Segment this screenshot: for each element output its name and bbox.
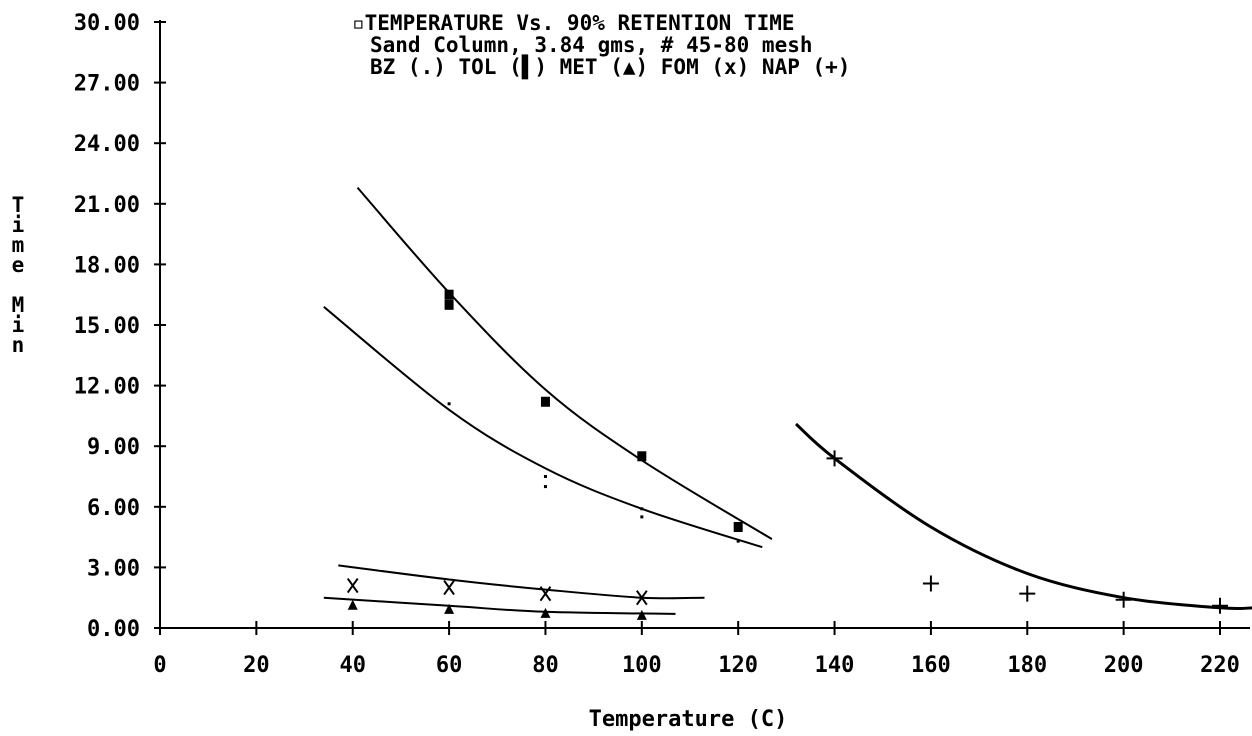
chart-title-line-2: Sand Column, 3.84 gms, # 45-80 mesh <box>370 33 813 57</box>
point-bz <box>544 475 547 478</box>
x-tick-label: 60 <box>436 653 463 678</box>
y-axis-label-char: e <box>12 253 25 277</box>
y-tick-label: 21.00 <box>74 193 140 218</box>
x-tick-label: 20 <box>243 653 270 678</box>
x-axis-label: Temperature (C) <box>589 707 788 732</box>
x-tick-label: 220 <box>1200 653 1240 678</box>
point-tol <box>734 522 743 532</box>
point-nap <box>1116 592 1132 608</box>
axes: 0 20 40 60 80 100 120 140 160 180 200 220 0.00 3.00 6.… <box>74 11 1250 678</box>
fit-curve-fom <box>338 565 704 598</box>
x-tick-label: 0 <box>153 653 166 678</box>
y-tick-label: 0.00 <box>87 617 140 642</box>
x-tick-label: 180 <box>1007 653 1047 678</box>
x-tick-label: 120 <box>718 653 758 678</box>
point-tol <box>445 300 454 310</box>
point-tol <box>637 451 646 461</box>
x-tick-label: 80 <box>532 653 559 678</box>
point-nap <box>1019 586 1035 602</box>
y-tick-label: 18.00 <box>74 253 140 278</box>
y-tick-label: 12.00 <box>74 375 140 400</box>
fit-curve-bz <box>324 307 763 547</box>
y-tick-label: 9.00 <box>87 435 140 460</box>
fit-curves <box>324 188 1252 614</box>
y-tick-label: 3.00 <box>87 556 140 581</box>
y-tick-label: 6.00 <box>87 496 140 521</box>
y-tick-label: 15.00 <box>74 314 140 339</box>
point-met <box>348 600 358 610</box>
x-tick-label: 140 <box>815 653 855 678</box>
point-bz <box>737 540 740 543</box>
point-tol <box>541 397 550 407</box>
y-tick-label: 30.00 <box>74 11 140 36</box>
x-tick-label: 160 <box>911 653 951 678</box>
y-axis-label-char: n <box>12 333 25 357</box>
chart-title: ▫TEMPERATURE Vs. 90% RETENTION TIME Sand… <box>352 11 850 80</box>
data-points <box>348 290 1228 620</box>
x-tick-label: 40 <box>339 653 366 678</box>
point-met <box>637 610 647 620</box>
y-tick-label: 27.00 <box>74 72 140 97</box>
point-bz <box>544 485 547 488</box>
point-bz <box>448 402 451 405</box>
point-bz <box>640 507 643 510</box>
x-tick-label: 200 <box>1104 653 1144 678</box>
chart-title-line-1: ▫TEMPERATURE Vs. 90% RETENTION TIME <box>352 11 795 35</box>
point-nap <box>923 576 939 592</box>
point-tol <box>445 290 454 300</box>
chart-title-line-3: BZ (.) TOL (▌) MET (▲) FOM (x) NAP (+) <box>370 54 850 80</box>
fit-curve-nap <box>796 424 1252 609</box>
fit-curve-met <box>324 598 676 614</box>
point-fom <box>444 581 454 595</box>
fit-curve-tol <box>358 188 772 539</box>
x-tick-label: 100 <box>622 653 662 678</box>
point-fom <box>348 579 358 593</box>
point-nap <box>1212 598 1228 614</box>
point-bz <box>640 515 643 518</box>
y-tick-label: 24.00 <box>74 132 140 157</box>
